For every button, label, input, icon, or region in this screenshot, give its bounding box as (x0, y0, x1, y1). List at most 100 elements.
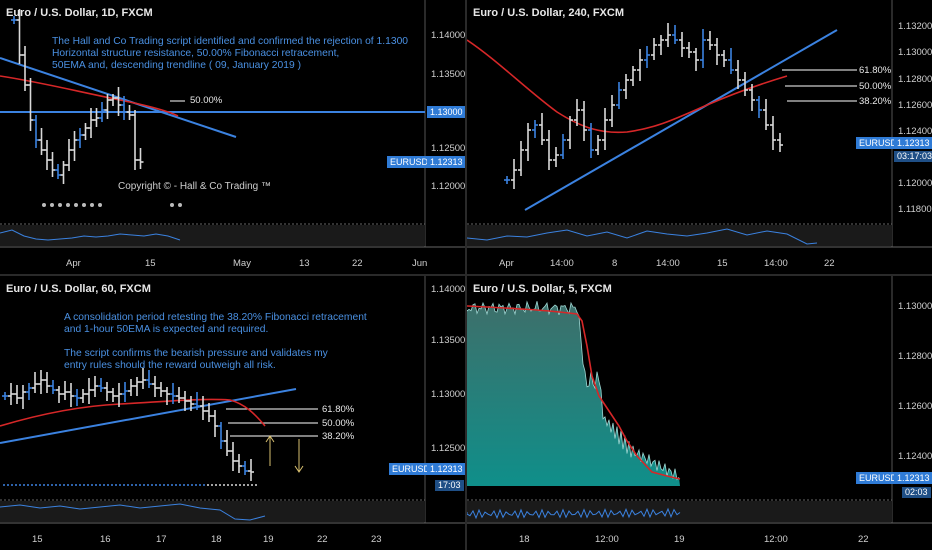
chart-canvas-4h[interactable] (467, 0, 932, 274)
trade-arrows (265, 435, 304, 473)
signal-dots (42, 203, 182, 207)
signal-dot (35, 484, 37, 486)
signal-dot (59, 484, 61, 486)
y-tick: 1.12000 (898, 178, 932, 189)
fib-50-label: 50.00% (859, 81, 892, 92)
annotation-text: A consolidation period retesting the 38.… (64, 312, 367, 371)
signal-dot (27, 484, 29, 486)
signal-dot (47, 484, 49, 486)
signal-dot (11, 484, 13, 486)
y-tick: 1.12000 (431, 181, 465, 192)
signal-dot (127, 484, 129, 486)
chart-pane-4h[interactable]: Euro / U.S. Dollar, 240, FXCM 61.80% 50.… (467, 0, 932, 274)
signal-dot (235, 484, 237, 486)
oscillator-panel (0, 501, 425, 522)
signal-dot (87, 484, 89, 486)
candles-4h (504, 23, 783, 189)
x-tick: 14:00 (764, 258, 788, 269)
signal-dot (187, 484, 189, 486)
signal-dot (143, 484, 145, 486)
signal-dot (99, 484, 101, 486)
signal-dot (151, 484, 153, 486)
signal-dot (115, 484, 117, 486)
oscillator-panel (467, 501, 892, 522)
signal-dot (219, 484, 221, 486)
signal-dot (243, 484, 245, 486)
oscillator-panel (0, 225, 425, 246)
x-tick: 17 (156, 534, 167, 545)
signal-dot (71, 484, 73, 486)
signal-dot (239, 484, 241, 486)
symbol-badge: EURUSD (856, 137, 901, 149)
signal-dot (39, 484, 41, 486)
signal-dot (171, 484, 173, 486)
signal-dot (75, 484, 77, 486)
signal-dot (159, 484, 161, 486)
x-tick: 22 (858, 534, 869, 545)
x-tick: 14:00 (550, 258, 574, 269)
candles-daily (11, 9, 144, 184)
y-tick: 1.12600 (898, 100, 932, 111)
signal-dot (111, 484, 113, 486)
signal-dot (191, 484, 193, 486)
chart-pane-daily[interactable]: Euro / U.S. Dollar, 1D, FXCM The Hall an… (0, 0, 465, 274)
candles-1h (2, 368, 254, 481)
pane-title: Euro / U.S. Dollar, 1D, FXCM (6, 7, 153, 19)
y-tick: 1.12400 (898, 451, 932, 462)
chart-canvas-daily[interactable] (0, 0, 465, 274)
signal-dot (31, 484, 33, 486)
annotation-text: The Hall and Co Trading script identifie… (52, 36, 409, 71)
chart-pane-1h[interactable]: Euro / U.S. Dollar, 60, FXCM A consolida… (0, 276, 465, 550)
ascending-trendline[interactable] (524, 29, 838, 211)
signal-dot (163, 484, 165, 486)
x-tick: 22 (824, 258, 835, 269)
signal-dot (147, 484, 149, 486)
pane-title: Euro / U.S. Dollar, 240, FXCM (473, 7, 624, 19)
signal-dot (135, 484, 137, 486)
signal-dot (19, 484, 21, 486)
signal-dot (255, 484, 257, 486)
signal-dot (179, 484, 181, 486)
oscillator-line (0, 229, 181, 241)
pane-title: Euro / U.S. Dollar, 60, FXCM (6, 283, 151, 295)
symbol-badge: EURUSD (387, 156, 432, 168)
ema-line (467, 39, 788, 134)
signal-dot (207, 484, 209, 486)
x-tick: 13 (299, 258, 310, 269)
signal-dot (211, 484, 213, 486)
pane-divider-horizontal[interactable] (0, 274, 932, 276)
chart-canvas-1h[interactable] (0, 276, 465, 550)
x-tick: 22 (317, 534, 328, 545)
y-tick: 1.11800 (898, 204, 932, 215)
x-tick: 12:00 (595, 534, 619, 545)
signal-dot (175, 484, 177, 486)
current-price-tag: 1.12313 (894, 472, 932, 484)
signal-dot (91, 484, 93, 486)
signal-dot (227, 484, 229, 486)
x-tick: May (233, 258, 251, 269)
x-tick: 15 (32, 534, 43, 545)
ema-line (0, 398, 266, 427)
signal-dot (15, 484, 17, 486)
fib-50-label: 50.00% (322, 418, 355, 429)
chart-pane-5m[interactable]: Euro / U.S. Dollar, 5, FXCM 1.13000 1.12… (467, 276, 932, 550)
y-tick: 1.12500 (431, 443, 465, 454)
x-tick: 8 (612, 258, 618, 269)
signal-dot (7, 484, 9, 486)
y-tick: 1.13000 (898, 301, 932, 312)
signal-dot (83, 484, 85, 486)
x-tick: Jun (412, 258, 428, 269)
chart-canvas-5m[interactable] (467, 276, 932, 550)
symbol-badge: EURUSD (389, 463, 434, 475)
fib-382-label: 38.20% (322, 431, 355, 442)
signal-dot (183, 484, 185, 486)
signal-dot (195, 484, 197, 486)
bar-countdown: 17:03 (435, 480, 464, 491)
price-line (467, 300, 680, 481)
signal-dot (55, 484, 57, 486)
x-tick: 19 (674, 534, 685, 545)
x-tick: 18 (519, 534, 530, 545)
ascending-trendline[interactable] (0, 388, 297, 444)
y-tick: 1.12400 (898, 126, 932, 137)
symbol-badge: EURUSD (856, 472, 901, 484)
